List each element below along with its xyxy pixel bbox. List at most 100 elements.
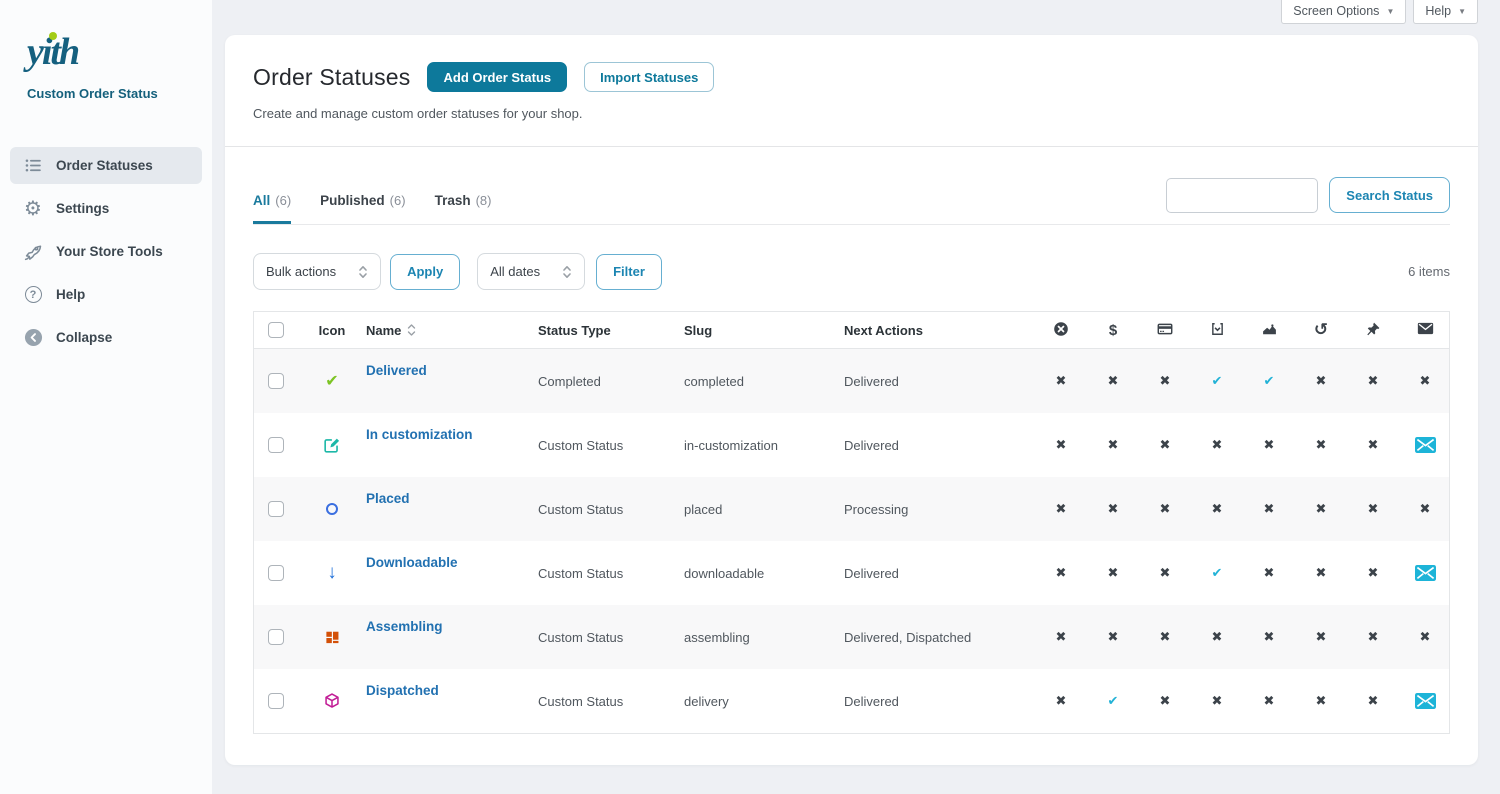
sidebar-item-label: Settings	[56, 201, 110, 216]
slug-cell: delivery	[684, 693, 729, 709]
credit-card-icon-cross-mark-icon: ✖	[1159, 437, 1171, 452]
tab-published[interactable]: Published (6)	[320, 193, 405, 224]
sidebar-item-help[interactable]: ? Help	[10, 276, 202, 313]
email-icon-mail-enabled-icon	[1399, 693, 1451, 709]
status-name-link[interactable]: Delivered	[366, 362, 427, 378]
row-checkbox[interactable]	[268, 629, 284, 645]
slug-cell: completed	[684, 373, 744, 389]
gear-icon: ⚙	[24, 197, 42, 220]
status-name-link[interactable]: Placed	[366, 490, 410, 506]
table-row-delivered: ✔ Delivered Completed completed Delivere…	[254, 349, 1449, 413]
chart-icon-cross-mark-icon: ✖	[1263, 565, 1275, 580]
download-icon-cross-mark-icon: ✖	[1211, 693, 1223, 708]
row-checkbox[interactable]	[268, 501, 284, 517]
column-slug: Slug	[684, 322, 713, 338]
sidebar-item-order-statuses[interactable]: Order Statuses	[10, 147, 202, 184]
sidebar-item-settings[interactable]: ⚙ Settings	[10, 190, 202, 227]
column-pin-icon	[1347, 321, 1399, 340]
dollar-icon-cross-mark-icon: ✖	[1107, 565, 1119, 580]
logo-dot	[49, 32, 57, 40]
status-view-tabs: All (6) Published (6) Trash (8)	[253, 193, 491, 224]
column-credit-card-icon	[1139, 321, 1191, 340]
help-dropdown-button[interactable]: Help ▼	[1413, 0, 1478, 24]
column-download-icon	[1191, 321, 1243, 340]
sidebar-item-label: Collapse	[56, 330, 113, 345]
download-icon-check-mark-icon: ✔	[1211, 565, 1223, 580]
chart-icon-cross-mark-icon: ✖	[1263, 437, 1275, 452]
pin-icon-cross-mark-icon: ✖	[1367, 373, 1379, 388]
status-name-link[interactable]: In customization	[366, 426, 473, 442]
arrow-down-icon: ↓	[327, 562, 337, 583]
undo-icon-cross-mark-icon: ✖	[1315, 693, 1327, 708]
download-icon-cross-mark-icon: ✖	[1211, 629, 1223, 644]
sidebar-nav: Order Statuses ⚙ Settings Your Store Too…	[0, 147, 212, 356]
tab-all[interactable]: All (6)	[253, 193, 292, 224]
row-checkbox[interactable]	[268, 693, 284, 709]
bulk-actions-select[interactable]: Bulk actions	[253, 253, 382, 290]
chart-icon-cross-mark-icon: ✖	[1263, 629, 1275, 644]
filter-button[interactable]: Filter	[596, 253, 662, 290]
undo-icon-cross-mark-icon: ✖	[1315, 565, 1327, 580]
chart-icon-check-mark-icon: ✔	[1263, 373, 1275, 388]
table-row-dispatched: Dispatched Custom Status delivery Delive…	[254, 669, 1449, 733]
pin-icon-cross-mark-icon: ✖	[1367, 629, 1379, 644]
undo-icon: ↺	[1313, 320, 1329, 339]
status-type-cell: Completed	[538, 373, 601, 389]
dollar-icon-cross-mark-icon: ✖	[1107, 373, 1119, 388]
rocket-icon	[23, 242, 43, 262]
slug-cell: assembling	[684, 629, 750, 645]
circle-icon	[298, 503, 366, 515]
download-icon-check-mark-icon: ✔	[1211, 373, 1223, 388]
sidebar-item-collapse[interactable]: Collapse	[10, 319, 202, 356]
select-chevrons-icon	[562, 264, 572, 280]
next-actions-cell: Delivered, Dispatched	[844, 629, 972, 645]
apply-button[interactable]: Apply	[390, 253, 461, 290]
column-name-sortable[interactable]: Name	[366, 323, 538, 338]
main-panel: Order Statuses Add Order Status Import S…	[225, 35, 1478, 765]
dates-filter-value: All dates	[490, 264, 541, 279]
order-statuses-table: Icon Name Status Type Slug Next Actions …	[253, 311, 1450, 734]
undo-icon-cross-mark-icon: ✖	[1315, 437, 1327, 452]
credit-card-icon-cross-mark-icon: ✖	[1159, 629, 1171, 644]
dates-filter-select[interactable]: All dates	[477, 253, 586, 290]
table-row-assembling: Assembling Custom Status assembling Deli…	[254, 605, 1449, 669]
row-checkbox[interactable]	[268, 373, 284, 389]
pin-icon-cross-mark-icon: ✖	[1367, 693, 1379, 708]
dismiss-icon-cross-mark-icon: ✖	[1055, 629, 1067, 644]
column-next-actions: Next Actions	[844, 322, 923, 338]
sort-chevrons-icon	[407, 323, 416, 337]
status-name-link[interactable]: Dispatched	[366, 682, 439, 698]
row-checkbox[interactable]	[268, 565, 284, 581]
column-email-icon	[1399, 321, 1451, 339]
import-statuses-button[interactable]: Import Statuses	[584, 62, 715, 92]
pin-icon-cross-mark-icon: ✖	[1367, 565, 1379, 580]
screen-options-button[interactable]: Screen Options ▼	[1281, 0, 1407, 24]
bulk-actions-toolbar: Bulk actions Apply All dates Filter 6 it…	[253, 253, 1450, 290]
dismiss-icon-cross-mark-icon: ✖	[1055, 501, 1067, 516]
select-chevrons-icon	[358, 264, 368, 280]
tab-label: All	[253, 193, 271, 208]
status-type-cell: Custom Status	[538, 437, 624, 453]
tab-trash[interactable]: Trash (8)	[435, 193, 492, 224]
select-all-checkbox[interactable]	[268, 322, 284, 338]
table-row-downloadable: ↓ Downloadable Custom Status downloadabl…	[254, 541, 1449, 605]
undo-icon-cross-mark-icon: ✖	[1315, 373, 1327, 388]
undo-icon-cross-mark-icon: ✖	[1315, 629, 1327, 644]
row-checkbox[interactable]	[268, 437, 284, 453]
status-name-link[interactable]: Downloadable	[366, 554, 458, 570]
search-status-button[interactable]: Search Status	[1329, 177, 1450, 213]
yith-logo: yith	[27, 32, 97, 72]
search-input[interactable]	[1166, 177, 1319, 213]
download-icon-cross-mark-icon: ✖	[1211, 501, 1223, 516]
tab-count: (8)	[475, 193, 492, 208]
panel-header: Order Statuses Add Order Status Import S…	[225, 35, 1478, 147]
sidebar: yith Custom Order Status Order Statuses …	[0, 0, 212, 794]
sidebar-item-your-store-tools[interactable]: Your Store Tools	[10, 233, 202, 270]
add-order-status-button[interactable]: Add Order Status	[427, 62, 568, 92]
sidebar-item-label: Your Store Tools	[56, 244, 163, 259]
status-name-link[interactable]: Assembling	[366, 618, 443, 634]
next-actions-cell: Processing	[844, 501, 909, 517]
next-actions-cell: Delivered	[844, 565, 899, 581]
slug-cell: placed	[684, 501, 723, 517]
plugin-title: Custom Order Status	[27, 86, 158, 101]
